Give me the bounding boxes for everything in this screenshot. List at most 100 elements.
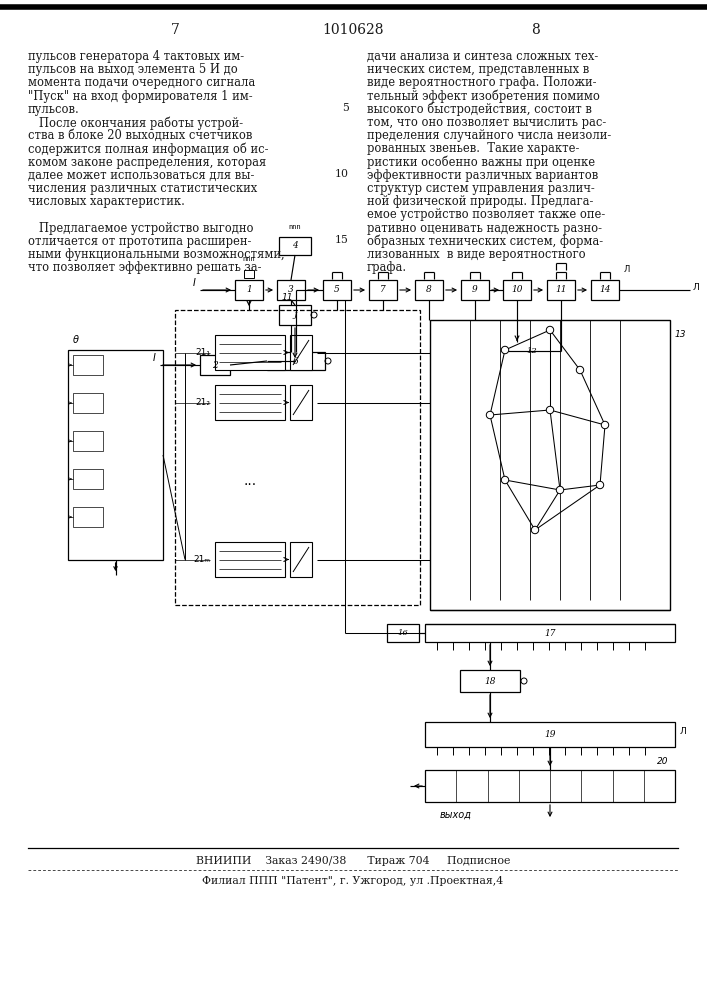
Circle shape [547, 326, 554, 334]
Text: Предлагаемое устройство выгодно: Предлагаемое устройство выгодно [28, 222, 254, 235]
Bar [387, 624, 419, 642]
Text: ства в блоке 20 выходных счетчиков: ства в блоке 20 выходных счетчиков [28, 129, 252, 142]
Text: Л: Л [680, 727, 686, 736]
Text: ной физической природы. Предлага-: ной физической природы. Предлага- [367, 195, 593, 208]
Text: J: J [293, 311, 297, 319]
Circle shape [532, 528, 537, 532]
Text: 5: 5 [342, 103, 349, 113]
Text: далее может использоваться для вы-: далее может использоваться для вы- [28, 169, 255, 182]
Text: 2: 2 [212, 360, 218, 369]
Text: 7: 7 [380, 286, 386, 294]
Circle shape [532, 526, 539, 534]
Text: 12: 12 [527, 347, 537, 355]
Circle shape [597, 482, 604, 488]
Bar [430, 320, 670, 610]
Circle shape [501, 477, 508, 484]
Circle shape [558, 488, 563, 492]
Text: 8: 8 [426, 286, 432, 294]
Text: пульсов на выход элемента 5 И до: пульсов на выход элемента 5 И до [28, 63, 238, 76]
Text: 21ₘ: 21ₘ [193, 555, 210, 564]
Circle shape [547, 408, 552, 412]
Bar [425, 624, 675, 642]
Circle shape [597, 483, 602, 488]
Text: 21₁: 21₁ [195, 348, 210, 357]
Text: 1010628: 1010628 [322, 23, 384, 37]
Text: структур систем управления различ-: структур систем управления различ- [367, 182, 595, 195]
Text: 6: 6 [293, 357, 299, 365]
Text: пульсов генератора 4 тактовых им-: пульсов генератора 4 тактовых им- [28, 50, 244, 63]
Text: образных технических систем, форма-: образных технических систем, форма- [367, 235, 603, 248]
Text: 11: 11 [555, 286, 567, 294]
Bar [461, 280, 489, 300]
Text: ными функциональными возможностями,: ными функциональными возможностями, [28, 248, 285, 261]
Bar [323, 280, 351, 300]
Circle shape [501, 347, 508, 354]
Text: 21₂: 21₂ [195, 398, 210, 407]
Bar [73, 355, 103, 375]
Circle shape [503, 478, 508, 483]
Text: 3: 3 [288, 286, 294, 294]
Circle shape [488, 412, 493, 418]
Text: 17: 17 [544, 629, 556, 638]
Text: 19: 19 [544, 730, 556, 739]
Bar [503, 280, 531, 300]
Bar [235, 280, 263, 300]
Bar [290, 335, 312, 370]
Bar [425, 770, 675, 802]
Text: тельный эффект изобретения помимо: тельный эффект изобретения помимо [367, 90, 600, 103]
Circle shape [503, 348, 508, 353]
Circle shape [602, 422, 609, 428]
Text: 4: 4 [292, 241, 298, 250]
Bar [547, 280, 575, 300]
Bar [73, 507, 103, 527]
Text: содержится полная информация об ис-: содержится полная информация об ис- [28, 142, 269, 156]
Bar [215, 542, 285, 577]
Bar [508, 342, 556, 360]
Text: 9: 9 [472, 286, 478, 294]
Bar [290, 385, 312, 420]
Text: числения различных статистических: числения различных статистических [28, 182, 257, 195]
Bar [591, 280, 619, 300]
Text: что позволяет эффективно решать за-: что позволяет эффективно решать за- [28, 261, 262, 274]
Text: После окончания работы устрой-: После окончания работы устрой- [28, 116, 243, 129]
Circle shape [547, 328, 552, 332]
Text: 16: 16 [397, 629, 409, 637]
Text: Л: Л [693, 284, 700, 292]
Bar [279, 237, 311, 255]
Text: 13: 13 [675, 330, 686, 339]
Text: комом законе распределения, которая: комом законе распределения, которая [28, 156, 267, 169]
Text: графа.: графа. [367, 261, 407, 274]
Bar [244, 270, 254, 278]
Text: 11: 11 [282, 293, 293, 302]
Text: рованных звеньев.  Такие характе-: рованных звеньев. Такие характе- [367, 142, 579, 155]
Text: ...: ... [243, 474, 257, 488]
Text: том, что оно позволяет вычислить рас-: том, что оно позволяет вычислить рас- [367, 116, 606, 129]
Text: лизованных  в виде вероятностного: лизованных в виде вероятностного [367, 248, 585, 261]
Bar [73, 469, 103, 489]
Text: "Пуск" на вход формирователя 1 им-: "Пуск" на вход формирователя 1 им- [28, 90, 252, 103]
Bar [415, 280, 443, 300]
Text: отличается от прототипа расширен-: отличается от прототипа расширен- [28, 235, 252, 248]
Circle shape [486, 412, 493, 418]
Text: виде вероятностного графа. Положи-: виде вероятностного графа. Положи- [367, 76, 597, 89]
Bar [290, 542, 312, 577]
Text: 15: 15 [335, 235, 349, 245]
Bar [460, 670, 520, 692]
Text: числовых характеристик.: числовых характеристик. [28, 195, 185, 208]
Text: Л: Л [624, 265, 631, 274]
Text: Филиал ППП "Патент", г. Ужгород, ул .Проектная,4: Филиал ППП "Патент", г. Ужгород, ул .Про… [202, 876, 503, 886]
Text: высокого быстродействия, состоит в: высокого быстродействия, состоит в [367, 103, 592, 116]
Text: нических систем, представленных в: нических систем, представленных в [367, 63, 589, 76]
Circle shape [602, 422, 607, 428]
Text: I: I [193, 278, 196, 288]
Text: эффективности различных вариантов: эффективности различных вариантов [367, 169, 598, 182]
Text: пульсов.: пульсов. [28, 103, 80, 116]
Text: 1: 1 [246, 286, 252, 294]
Text: 10: 10 [511, 286, 522, 294]
Text: дачи анализа и синтеза сложных тех-: дачи анализа и синтеза сложных тех- [367, 50, 598, 63]
Text: I: I [153, 353, 156, 363]
Text: 7: 7 [170, 23, 180, 37]
Bar [175, 310, 420, 605]
Circle shape [578, 367, 583, 372]
Bar [200, 355, 230, 375]
